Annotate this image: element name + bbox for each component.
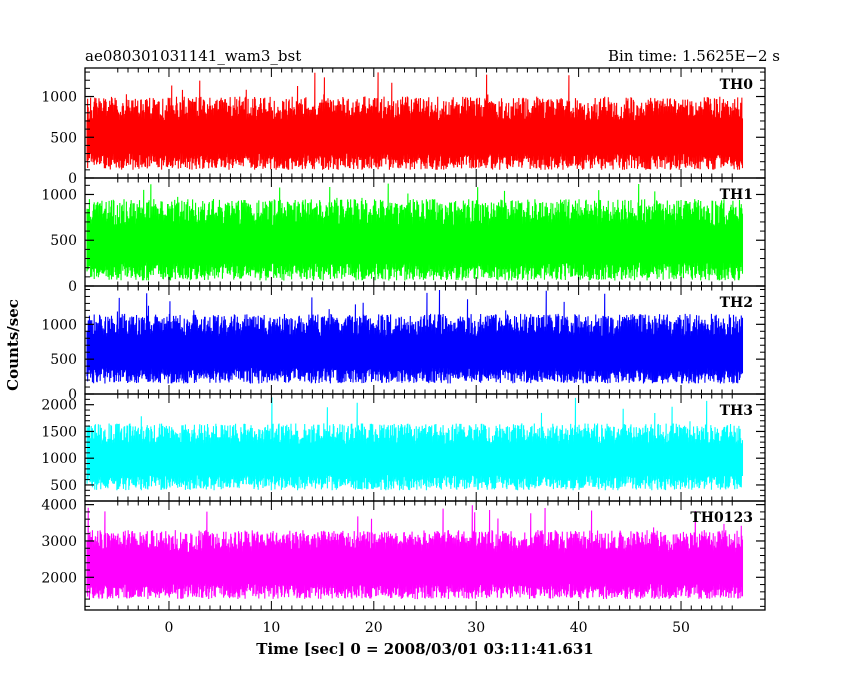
y-tick-label: 1000	[41, 317, 77, 333]
x-tick-label: 50	[672, 620, 690, 636]
panel-th3: 500 1000 1500 2000 TH3	[41, 393, 766, 502]
x-tick-label: 0	[165, 620, 174, 636]
y-tick-label: 0	[68, 387, 77, 403]
panel-th1: 0 500 1000 TH1	[41, 177, 766, 295]
series-line-th2	[86, 289, 744, 384]
x-tick-label: 20	[365, 620, 383, 636]
chart-title-left: ae080301031141_wam3_bst	[85, 47, 301, 65]
panel-th0123: 2000 3000 4000 TH0123 0 10 20 30 40 50	[41, 498, 766, 636]
panel-label-th2: TH2	[720, 295, 753, 311]
panel-label-th0: TH0	[720, 77, 754, 93]
y-tick-label: 4000	[41, 498, 77, 514]
x-tick-label: 40	[570, 620, 588, 636]
y-tick-label: 500	[50, 130, 77, 146]
panel-th2: 0 500 1000 TH2	[41, 285, 766, 403]
x-tick-label: 10	[262, 620, 280, 636]
y-tick-label: 3000	[41, 534, 77, 550]
panel-label-th1: TH1	[720, 187, 753, 203]
panel-label-th0123: TH0123	[690, 510, 753, 526]
panel-label-th3: TH3	[720, 403, 753, 419]
panel-th0: 0 500 1000 TH0	[41, 67, 766, 187]
y-axis-label: Counts/sec	[4, 299, 22, 391]
series-line-th3	[86, 397, 744, 491]
y-tick-label: 1000	[41, 90, 77, 106]
y-tick-label: 1500	[41, 424, 77, 440]
y-tick-label: 1000	[41, 451, 77, 467]
chart-title-right: Bin time: 1.5625E−2 s	[608, 47, 780, 65]
series-line-th0	[86, 72, 744, 170]
y-tick-label: 0	[68, 279, 77, 295]
y-tick-label: 1000	[41, 187, 77, 203]
series-line-th1	[86, 183, 744, 281]
y-tick-label: 500	[50, 233, 77, 249]
y-tick-label: 2000	[41, 398, 77, 414]
y-tick-label: 500	[50, 352, 77, 368]
y-tick-label: 2000	[41, 570, 77, 586]
series-line-th0123	[86, 505, 744, 600]
x-tick-label: 30	[467, 620, 485, 636]
y-tick-label: 500	[50, 478, 77, 494]
y-tick-label: 0	[68, 171, 77, 187]
x-axis-label: Time [sec] 0 = 2008/03/01 03:11:41.631	[256, 640, 593, 658]
